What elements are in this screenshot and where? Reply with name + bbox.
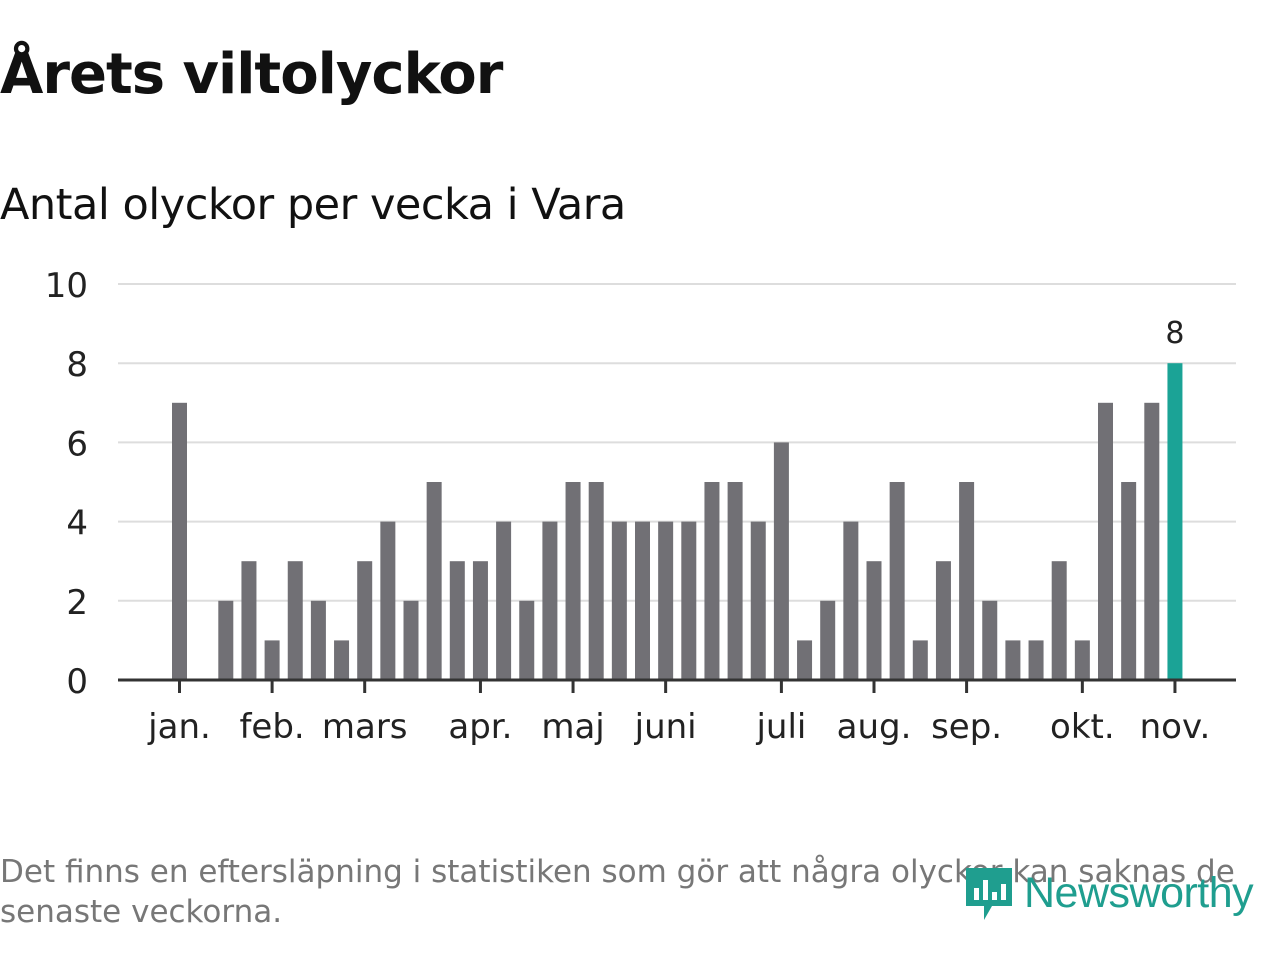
bar — [588, 482, 604, 680]
bar — [403, 600, 419, 680]
bar — [820, 600, 836, 680]
x-tick-label: aug. — [837, 707, 912, 747]
bar — [912, 640, 928, 680]
y-tick-label: 0 — [66, 662, 88, 702]
bar — [750, 521, 766, 680]
bar — [1028, 640, 1044, 680]
x-tick-label: mars — [322, 707, 408, 747]
bar — [889, 482, 905, 680]
y-tick-label: 4 — [66, 504, 88, 544]
newsworthy-logo: Newsworthy — [962, 858, 1254, 928]
bar — [334, 640, 350, 680]
bar-highlight — [1167, 363, 1183, 680]
data-label: 8 — [1165, 316, 1184, 351]
bar — [866, 561, 882, 680]
bar — [611, 521, 627, 680]
bar — [773, 442, 789, 680]
bar — [287, 561, 303, 680]
bar-chart: 0 2 4 6 8 10 jan. feb. mars apr. maj juni juli aug. s… — [45, 266, 1236, 747]
bar — [449, 561, 465, 680]
y-tick-label: 8 — [66, 345, 88, 385]
bar — [658, 521, 674, 680]
bar — [218, 600, 234, 680]
x-axis-ticks: jan. feb. mars apr. maj juni juli aug. sep. okt. n… — [147, 680, 1210, 747]
chart-title: Årets viltolyckor — [0, 42, 503, 107]
bar — [727, 482, 743, 680]
bar — [565, 482, 581, 680]
y-tick-label: 2 — [66, 583, 88, 623]
data-labels: 8 — [1165, 316, 1184, 351]
chart-subtitle: Antal olyckor per vecka i Vara — [0, 180, 626, 230]
bar — [472, 561, 488, 680]
bar — [681, 521, 697, 680]
bar — [496, 521, 512, 680]
y-tick-label: 10 — [45, 266, 88, 306]
bar — [1121, 482, 1137, 680]
bar — [935, 561, 951, 680]
bar — [1074, 640, 1090, 680]
bar — [542, 521, 558, 680]
bar — [635, 521, 650, 680]
y-axis-ticks: 0 2 4 6 8 10 — [45, 266, 88, 702]
bar — [380, 521, 396, 680]
x-tick-label: nov. — [1140, 707, 1211, 747]
bars — [172, 363, 1183, 680]
x-tick-label: apr. — [448, 707, 512, 747]
bar — [797, 640, 813, 680]
bar — [1098, 402, 1113, 680]
x-tick-label: okt. — [1050, 707, 1115, 747]
footnote: Det finns en eftersläpning i statistiken… — [0, 854, 1235, 930]
x-tick-label: juni — [634, 707, 697, 747]
bar — [1005, 640, 1021, 680]
x-tick-label: maj — [541, 707, 604, 747]
bar — [310, 600, 326, 680]
y-tick-label: 6 — [66, 424, 88, 464]
bar — [982, 600, 998, 680]
x-tick-label: juli — [755, 707, 806, 747]
bar — [1051, 561, 1067, 680]
gridlines — [118, 283, 1236, 602]
x-tick-label: feb. — [239, 707, 304, 747]
bar — [704, 482, 720, 680]
bar — [172, 402, 187, 680]
bar — [959, 482, 975, 680]
newsworthy-logo-icon — [966, 868, 1012, 920]
bar — [843, 521, 859, 680]
bar — [1144, 402, 1160, 680]
logo-text: Newsworthy — [1024, 868, 1254, 917]
bar — [241, 561, 257, 680]
x-tick-label: jan. — [147, 707, 211, 747]
bar — [426, 482, 442, 680]
bar — [264, 640, 280, 680]
x-tick-label: sep. — [931, 707, 1002, 747]
bar — [519, 600, 535, 680]
bar — [357, 561, 373, 680]
